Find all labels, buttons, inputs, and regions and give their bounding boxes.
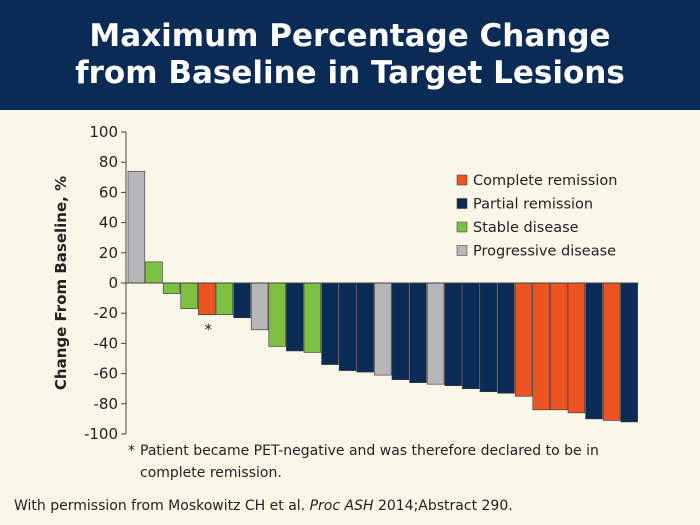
page-title: Maximum Percentage Change from Baseline … — [0, 18, 700, 92]
y-tick-label: 80 — [99, 153, 118, 171]
y-tick-label: 0 — [108, 274, 118, 292]
bar — [497, 282, 515, 394]
legend-swatch — [456, 198, 468, 209]
footnote-marker: * — [128, 443, 135, 459]
credit-prefix: With permission from Moskowitz CH et al. — [14, 498, 310, 514]
y-tick-label: 100 — [89, 123, 118, 141]
bars-group: * — [127, 170, 638, 423]
legend-swatch — [456, 174, 468, 186]
y-tick-label: -20 — [94, 304, 119, 322]
bar — [356, 282, 374, 373]
bar — [127, 170, 146, 284]
title-line-1: Maximum Percentage Change — [89, 18, 611, 54]
bar — [426, 282, 445, 385]
y-tick-label: -60 — [94, 365, 119, 383]
bar — [585, 282, 603, 420]
source-credit: With permission from Moskowitz CH et al.… — [14, 498, 513, 514]
legend-label: Stable disease — [473, 220, 579, 236]
bar — [567, 282, 586, 414]
bar — [145, 261, 163, 284]
bar — [620, 282, 638, 423]
legend-label: Partial remission — [473, 197, 593, 213]
legend-label: Complete remission — [473, 173, 617, 189]
legend-swatch — [456, 245, 468, 256]
y-tick-label: 20 — [99, 244, 118, 262]
header-banner: Maximum Percentage Change from Baseline … — [0, 0, 700, 110]
bar — [286, 282, 304, 352]
bar — [602, 282, 621, 421]
bar — [215, 282, 234, 316]
bar — [162, 282, 181, 294]
legend-label: Progressive disease — [473, 244, 616, 260]
footnote-text: Patient became PET-negative and was ther… — [140, 443, 599, 481]
bar — [198, 282, 216, 316]
bar — [391, 282, 410, 380]
y-tick-label: 40 — [99, 214, 118, 232]
y-axis-label: Change From Baseline, % — [52, 176, 70, 390]
bar — [409, 282, 427, 383]
bar — [514, 282, 533, 397]
credit-journal: Proc ASH — [309, 498, 374, 514]
y-tick-label: -40 — [94, 334, 119, 352]
legend: Complete remission Partial remission Stabl… — [456, 173, 617, 260]
title-line-2: from Baseline in Target Lesions — [75, 55, 625, 91]
bar — [250, 282, 269, 331]
bar — [268, 282, 286, 347]
bar — [462, 282, 480, 389]
waterfall-chart: Change From Baseline, % 100 80 60 40 20 0 -20 -… — [52, 123, 639, 440]
bar — [374, 282, 392, 376]
y-tick-label: 60 — [99, 183, 118, 201]
bar — [444, 282, 462, 386]
y-tick-label: -100 — [84, 425, 118, 440]
legend-swatch — [456, 221, 468, 233]
bar — [321, 282, 339, 365]
bar — [233, 282, 251, 319]
bar — [180, 282, 198, 309]
footnote: * Patient became PET-negative and was th… — [128, 440, 668, 484]
bar — [338, 282, 357, 371]
bar — [303, 282, 322, 353]
bar-annotation: * — [204, 321, 212, 339]
y-axis-ticks: 100 80 60 40 20 0 -20 -40 -60 -80 -100 — [84, 123, 126, 440]
credit-suffix: 2014;Abstract 290. — [373, 498, 513, 514]
bar — [532, 282, 550, 411]
y-tick-label: -80 — [94, 395, 119, 413]
bar — [479, 282, 498, 393]
bar — [550, 282, 568, 411]
